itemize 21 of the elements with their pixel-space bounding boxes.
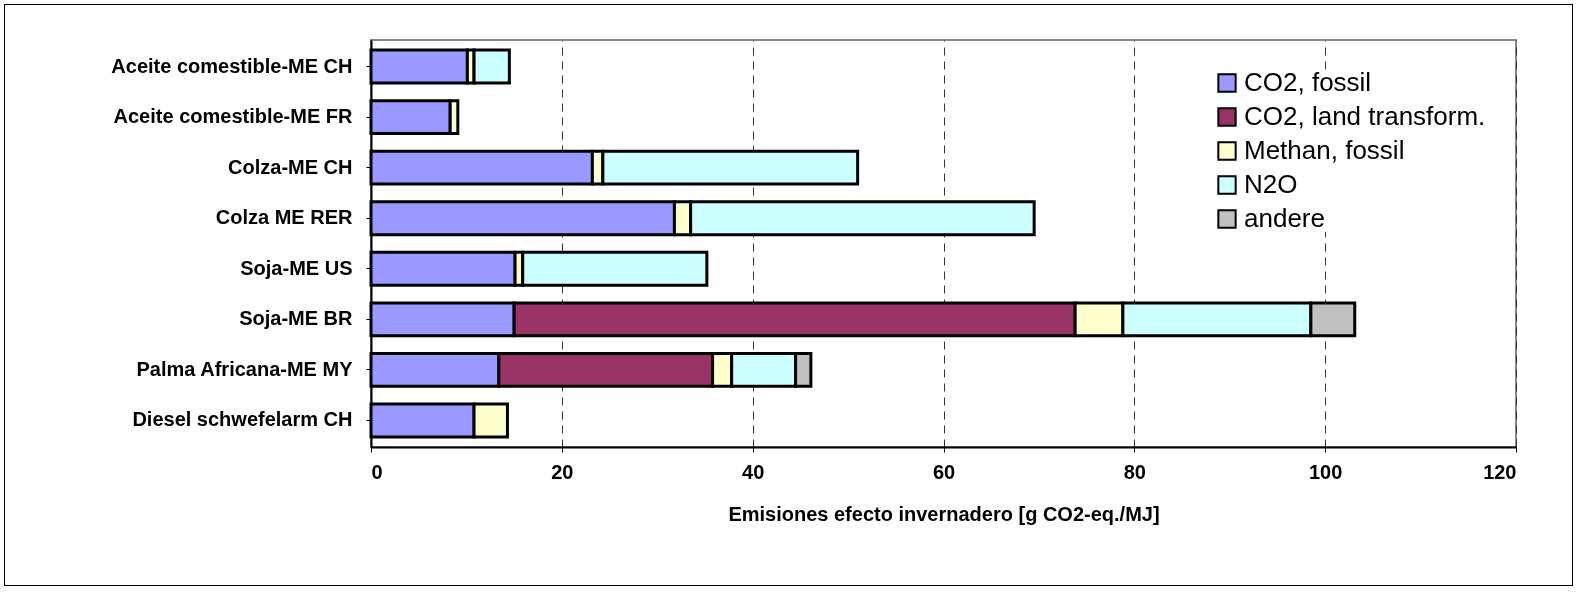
x-tick-label: 60: [932, 460, 956, 483]
legend-label: CO2, fossil: [1244, 67, 1372, 97]
x-tick-label: 20: [551, 460, 574, 483]
y-tick-label: Soja-ME BR: [239, 307, 354, 330]
y-tick-label: Diesel schwefelarm CH: [132, 408, 353, 431]
legend-label: Methan, fossil: [1244, 135, 1405, 165]
x-tick-label: 120: [1483, 460, 1517, 483]
y-tick-label: Soja-ME US: [240, 256, 353, 279]
y-tick-label: Palma Africana-ME MY: [136, 357, 354, 380]
x-tick-label: 0: [371, 460, 383, 483]
y-tick-label: Aceite comestible-ME FR: [113, 105, 354, 128]
legend-label: CO2, land transform.: [1244, 101, 1486, 131]
y-tick-label: Colza-ME CH: [228, 155, 353, 178]
legend-label: andere: [1244, 203, 1325, 233]
x-tick-label: 40: [742, 460, 765, 483]
legend-label: N2O: [1244, 169, 1298, 199]
x-tick-label: 100: [1308, 460, 1343, 483]
y-tick-label: Aceite comestible-ME CH: [111, 54, 353, 77]
x-tick-label: 80: [1123, 460, 1146, 483]
y-tick-label: Colza ME RER: [215, 206, 354, 229]
x-axis-title: Emisiones efecto invernadero [g CO2-eq./MJ]: [728, 502, 1160, 525]
